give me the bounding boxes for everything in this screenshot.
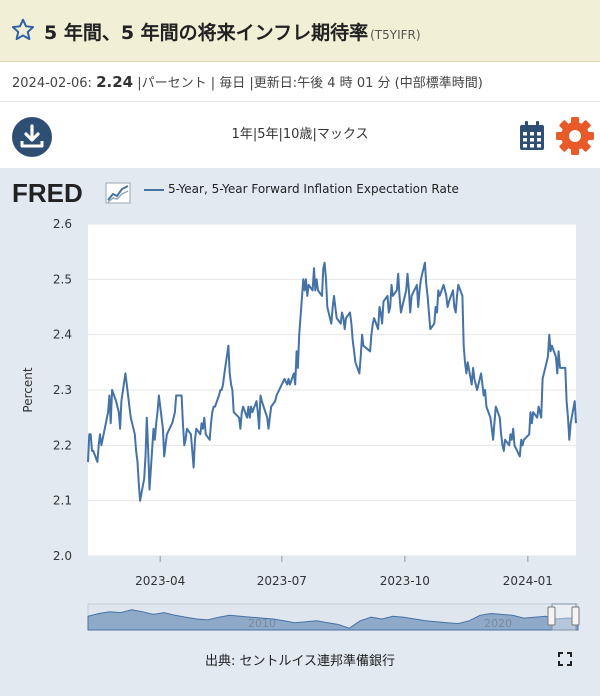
observation-details: |パーセント | 毎日 |更新日:午後 4 時 01 分 (中部標準時間)	[137, 76, 483, 91]
x-tick-label: 2023-07	[257, 574, 307, 588]
observation-summary: 2024-02-06: 2.24 |パーセント | 毎日 |更新日:午後 4 時…	[12, 72, 483, 91]
star-icon[interactable]	[10, 17, 36, 43]
range-sep-2: |	[278, 127, 283, 142]
navigator-area	[87, 609, 579, 631]
fullscreen-icon[interactable]	[558, 652, 572, 666]
legend-label: 5-Year, 5-Year Forward Inflation Expecta…	[168, 182, 459, 196]
range-selector: 1年|5年|10歳|マックス	[0, 123, 600, 142]
x-tick-label: 2024-01	[503, 574, 553, 588]
navigator-label: 2020	[484, 617, 512, 630]
chart-toolbar: 1年|5年|10歳|マックス	[0, 102, 600, 168]
range-sep-3: |	[312, 127, 317, 142]
y-tick-label: 2.2	[53, 438, 72, 452]
series-line-0	[87, 261, 577, 502]
y-tick-label: 2.4	[53, 328, 72, 342]
observation-bar: 2024-02-06: 2.24 |パーセント | 毎日 |更新日:午後 4 時…	[0, 62, 600, 102]
y-tick-label: 2.1	[53, 494, 72, 508]
range-5y[interactable]: 5年	[257, 127, 279, 142]
y-tick-label: 2.5	[53, 272, 72, 286]
fred-logo-graphic: FRED	[12, 178, 131, 208]
chart-legend: 5-Year, 5-Year Forward Inflation Expecta…	[144, 182, 459, 196]
download-button[interactable]	[12, 117, 52, 157]
x-tick-label: 2023-04	[135, 574, 185, 588]
download-icon	[20, 124, 44, 148]
page-title: 5 年間、5 年間の将来インフレ期待率 (T5YIFR)	[44, 18, 421, 45]
fred-logo-text: FRED	[12, 180, 83, 206]
y-axis-label: Percent	[21, 367, 35, 412]
source-note: 出典: セントルイス連邦準備銀行	[204, 654, 396, 669]
range-10y[interactable]: 10歳	[282, 127, 313, 142]
navigator-handle[interactable]	[571, 606, 580, 626]
x-tick-label: 2023-10	[380, 574, 430, 588]
title-bar: 5 年間、5 年間の将来インフレ期待率 (T5YIFR)	[0, 0, 600, 62]
fred-logo: FRED	[12, 178, 132, 210]
navigator-label: 2010	[248, 617, 276, 630]
y-tick-label: 2.0	[53, 549, 72, 563]
calendar-icon[interactable]	[519, 121, 545, 151]
range-max[interactable]: マックス	[316, 127, 369, 142]
y-tick-label: 2.3	[53, 383, 72, 397]
range-1y[interactable]: 1年	[231, 127, 253, 142]
gear-icon[interactable]	[555, 116, 595, 156]
observation-date: 2024-02-06:	[12, 76, 92, 91]
observation-value: 2.24	[96, 73, 134, 91]
chart-area: FRED 5-Year, 5-Year Forward Inflation Ex…	[0, 168, 600, 696]
range-sep-1: |	[252, 127, 258, 142]
navigator-handle[interactable]	[547, 606, 556, 626]
y-tick-label: 2.6	[53, 217, 72, 231]
legend-swatch	[144, 188, 164, 191]
series-code: (T5YIFR)	[370, 28, 421, 42]
line-chart[interactable]: 2.0 2.1 2.2 2.3 2.4 2.5 2.6 2023-04 2023-07 2023…	[0, 168, 600, 696]
series-title: 5 年間、5 年間の将来インフレ期待率	[44, 22, 369, 44]
